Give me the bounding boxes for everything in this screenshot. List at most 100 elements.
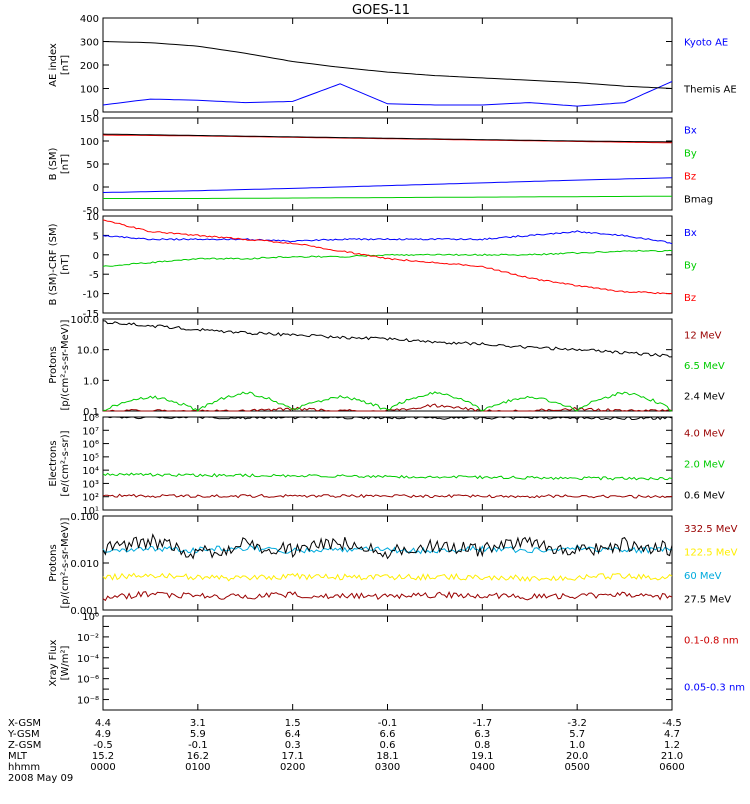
tick-value-ygsm: 4.7 [664,729,680,740]
tick-value-xgsm: -0.1 [378,718,398,729]
legend-label-electrons-1: 2.0 MeV [684,460,725,471]
y-tick-label: 0.010 [70,559,99,570]
tick-value-mlt: 19.1 [471,751,493,762]
series-line-b-3 [102,133,672,143]
legend-label-protons1-0: 12 MeV [684,330,722,341]
y-tick-label: 10⁴ [82,466,99,477]
tick-value-ygsm: 4.9 [95,729,111,740]
tick-value-hhmm: 0400 [470,762,495,773]
y-tick-label: 5 [93,231,99,242]
legend-label-b-1: By [684,149,697,160]
panel-frame-ae [102,17,673,113]
y-tick-label: 0 [93,108,99,119]
tick-value-ygsm: 6.3 [474,729,490,740]
series-line-dbr-2 [102,219,673,295]
row-label-zgsm: Z-GSM [8,740,41,751]
y-tick-label: 10⁰ [82,612,99,623]
y-tick-label: 0.001 [70,606,99,617]
legend-label-protons2-0: 332.5 MeV [684,524,738,535]
tick-value-hhmm: 0500 [564,762,589,773]
y-tick-label: 100.0 [70,315,99,326]
legend-label-ae-1: Themis AE [683,85,737,96]
series-line-protons1-2 [102,320,673,358]
series-line-b-2 [102,134,672,144]
y-tick-label: 50 [86,160,99,171]
y-axis-unit-protons2: [p/(cm²-s-sr-MeV)] [60,517,71,608]
tick-value-xgsm: 3.1 [190,718,206,729]
legend-label-electrons-2: 0.6 MeV [684,491,725,502]
y-tick-label: -10 [83,290,99,301]
y-axis-unit-xray: [W/m²] [60,645,71,680]
y-tick-label: 0.100 [70,512,99,523]
y-axis-unit-dbr: [nT] [60,254,71,274]
y-tick-label: 10⁻⁸ [77,696,99,707]
y-axis-unit-ae: [nT] [60,55,71,75]
y-tick-label: 10 [86,212,99,223]
y-tick-label: 100 [80,85,99,96]
legend-label-protons2-3: 27.5 MeV [684,594,731,605]
tick-value-hhmm: 0100 [185,762,210,773]
row-label-mlt: MLT [8,751,28,762]
panel-frame-xray [102,615,673,711]
y-tick-label: 10⁶ [82,440,99,451]
tick-value-xgsm: 4.4 [95,718,111,729]
series-line-protons1-1 [102,391,673,412]
legend-label-electrons-0: 4.0 MeV [684,429,725,440]
y-axis-unit-b: [nT] [60,154,71,174]
tick-value-zgsm: 1.2 [664,740,680,751]
y-tick-label: 10⁸ [82,413,99,424]
legend-label-b-0: Bx [684,126,697,137]
tick-value-xgsm: -3.2 [567,718,587,729]
y-tick-label: 150 [80,114,99,125]
tick-value-mlt: 15.2 [92,751,114,762]
tick-value-ygsm: 5.7 [569,729,585,740]
y-tick-label: 100 [80,137,99,148]
series-line-electrons-1 [102,472,673,481]
y-tick-label: 10¹ [82,506,99,517]
tick-value-zgsm: 0.8 [474,740,490,751]
series-line-protons2-1 [102,572,673,582]
legend-label-dbr-0: Bx [684,228,697,239]
date-label: 2008 May 09 [8,773,73,784]
y-axis-label-protons2: Protons [48,544,59,581]
legend-label-ae-0: Kyoto AE [684,38,728,49]
y-tick-label: 200 [80,61,99,72]
tick-value-ygsm: 6.6 [380,729,396,740]
tick-value-hhmm: 0200 [280,762,305,773]
series-line-dbr-0 [102,230,673,245]
tick-value-hhmm: 0300 [375,762,400,773]
tick-value-xgsm: -4.5 [662,718,682,729]
panel-frame-dbr [102,215,673,314]
tick-value-hhmm: 0600 [659,762,684,773]
tick-value-xgsm: -1.7 [473,718,493,729]
y-tick-label: 300 [80,38,99,49]
y-tick-label: 1.0 [83,376,99,387]
legend-label-xray-1: 0.05-0.3 nm [684,683,745,694]
legend-label-protons1-2: 2.4 MeV [684,392,725,403]
legend-label-b-3: Bmag [684,195,713,206]
row-label-xgsm: X-GSM [8,718,41,729]
y-tick-label: 10⁻⁴ [77,654,99,665]
legend-label-protons2-2: 60 MeV [684,571,722,582]
series-line-b-1 [103,195,672,199]
series-line-ae-1 [102,41,673,89]
series-line-ae-0 [102,81,673,107]
tick-value-mlt: 16.2 [187,751,209,762]
y-tick-label: -50 [83,206,99,217]
legend-label-protons1-1: 6.5 MeV [684,361,725,372]
legend-label-xray-0: 0.1-0.8 nm [684,636,739,647]
tick-value-ygsm: 5.9 [190,729,206,740]
y-tick-label: 10⁻⁶ [77,675,99,686]
tick-value-xgsm: 1.5 [285,718,301,729]
tick-value-mlt: 20.0 [566,751,588,762]
tick-value-zgsm: -0.5 [93,740,113,751]
legend-label-protons2-1: 122.5 MeV [684,547,738,558]
tick-value-mlt: 18.1 [376,751,398,762]
row-label-hhmm: hhmm [8,762,40,773]
tick-value-mlt: 17.1 [282,751,304,762]
series-line-electrons-2 [103,416,673,421]
y-tick-label: 10³ [82,479,99,490]
y-axis-label-xray: Xray Flux [48,639,59,686]
y-axis-unit-protons1: [p/(cm²-s-sr-MeV)] [60,319,71,410]
